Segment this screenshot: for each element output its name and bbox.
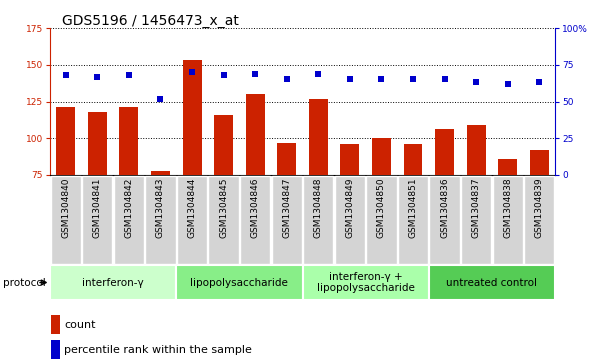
Bar (524, 176, 554, 264)
Point (408, 77, 418, 82)
Point (377, 77, 386, 82)
Bar (340, 144, 359, 175)
Point (251, 71, 260, 77)
Text: GSM1304845: GSM1304845 (219, 178, 228, 238)
Point (93, 74, 102, 79)
Point (534, 79, 544, 85)
Text: untreated control: untreated control (447, 277, 537, 287)
Point (440, 77, 450, 82)
Text: GSM1304847: GSM1304847 (282, 178, 291, 238)
Text: interferon-γ: interferon-γ (82, 277, 144, 287)
Bar (302, 265, 429, 300)
Text: lipopolysaccharide: lipopolysaccharide (191, 277, 288, 287)
Point (156, 96, 165, 102)
Bar (183, 60, 201, 175)
Bar (529, 150, 549, 175)
Bar (50, 265, 176, 300)
Point (61, 72, 70, 78)
Text: protocol: protocol (3, 277, 46, 287)
Bar (214, 115, 233, 175)
Bar (88, 112, 107, 175)
Text: GSM1304850: GSM1304850 (377, 178, 386, 238)
Text: GSM1304844: GSM1304844 (188, 178, 197, 238)
Bar (50, 340, 59, 359)
Text: GSM1304849: GSM1304849 (346, 178, 355, 238)
Bar (246, 94, 264, 175)
Bar (366, 176, 397, 264)
Bar (403, 144, 423, 175)
Bar (145, 176, 175, 264)
Text: interferon-γ +
lipopolysaccharide: interferon-γ + lipopolysaccharide (317, 272, 415, 293)
Text: GSM1304837: GSM1304837 (472, 178, 481, 238)
Bar (50, 176, 81, 264)
Bar (272, 176, 302, 264)
Bar (114, 176, 144, 264)
Bar (82, 176, 112, 264)
Bar (120, 107, 138, 175)
Text: GSM1304843: GSM1304843 (156, 178, 165, 238)
Text: GSM1304851: GSM1304851 (409, 178, 418, 238)
Text: GSM1304840: GSM1304840 (61, 178, 70, 238)
Bar (240, 176, 270, 264)
Text: GSM1304839: GSM1304839 (535, 178, 544, 238)
Bar (435, 130, 454, 175)
Text: GSM1304848: GSM1304848 (314, 178, 323, 238)
Text: GSM1304836: GSM1304836 (440, 178, 449, 238)
Bar (498, 159, 517, 175)
Bar (398, 176, 428, 264)
Text: percentile rank within the sample: percentile rank within the sample (64, 345, 252, 355)
Point (503, 81, 513, 87)
Point (124, 72, 133, 78)
Bar (492, 176, 523, 264)
Bar (429, 265, 555, 300)
Bar (277, 143, 296, 175)
Text: GSM1304846: GSM1304846 (251, 178, 260, 238)
Bar (429, 176, 460, 264)
Bar (372, 138, 391, 175)
Text: GSM1304838: GSM1304838 (503, 178, 512, 238)
Point (345, 77, 355, 82)
Bar (50, 315, 59, 334)
Text: GSM1304841: GSM1304841 (93, 178, 102, 238)
Bar (309, 99, 328, 175)
Bar (177, 176, 207, 264)
Text: GSM1304842: GSM1304842 (124, 178, 133, 238)
Bar (461, 176, 491, 264)
Point (282, 77, 291, 82)
Point (314, 71, 323, 77)
Text: count: count (64, 320, 96, 330)
Point (471, 79, 481, 85)
Bar (466, 125, 486, 175)
Bar (151, 171, 170, 175)
Bar (176, 265, 302, 300)
Text: GDS5196 / 1456473_x_at: GDS5196 / 1456473_x_at (62, 14, 239, 28)
Point (219, 72, 228, 78)
Bar (209, 176, 239, 264)
Point (188, 69, 197, 75)
Bar (56, 107, 75, 175)
Bar (335, 176, 365, 264)
Bar (303, 176, 334, 264)
